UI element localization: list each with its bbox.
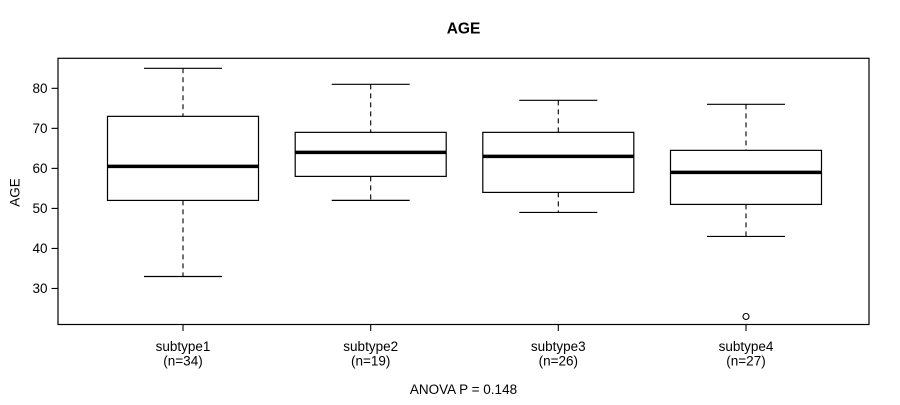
y-tick-label: 70	[32, 121, 47, 136]
y-tick-label: 30	[32, 281, 47, 296]
iqr-box	[294, 131, 447, 177]
iqr-box	[106, 115, 260, 202]
x-tick-label: subtype2	[343, 339, 398, 354]
outlier-point	[742, 312, 750, 321]
y-tick-label: 80	[32, 81, 47, 96]
anova-annotation: ANOVA P = 0.148	[410, 382, 517, 397]
x-tick-label: subtype3	[531, 339, 586, 354]
chart-title: AGE	[447, 21, 481, 38]
iqr-box	[482, 131, 635, 194]
plot-frame	[57, 57, 870, 326]
x-tick-n-label: (n=27)	[726, 354, 765, 369]
x-tick-n-label: (n=34)	[163, 354, 202, 369]
y-tick-label: 60	[32, 161, 47, 176]
y-tick-label: 40	[32, 241, 47, 256]
y-tick-label: 50	[32, 201, 47, 216]
x-tick-n-label: (n=19)	[351, 354, 390, 369]
plot-area: 30 40 50 60 70 80 subtype1(n=34) subtype2(n=19)…	[32, 57, 870, 369]
y-axis-title: AGE	[8, 178, 23, 207]
iqr-box	[669, 149, 823, 206]
x-tick-label: subtype4	[719, 339, 774, 354]
x-tick-n-label: (n=26)	[539, 354, 578, 369]
x-tick-label: subtype1	[156, 339, 211, 354]
